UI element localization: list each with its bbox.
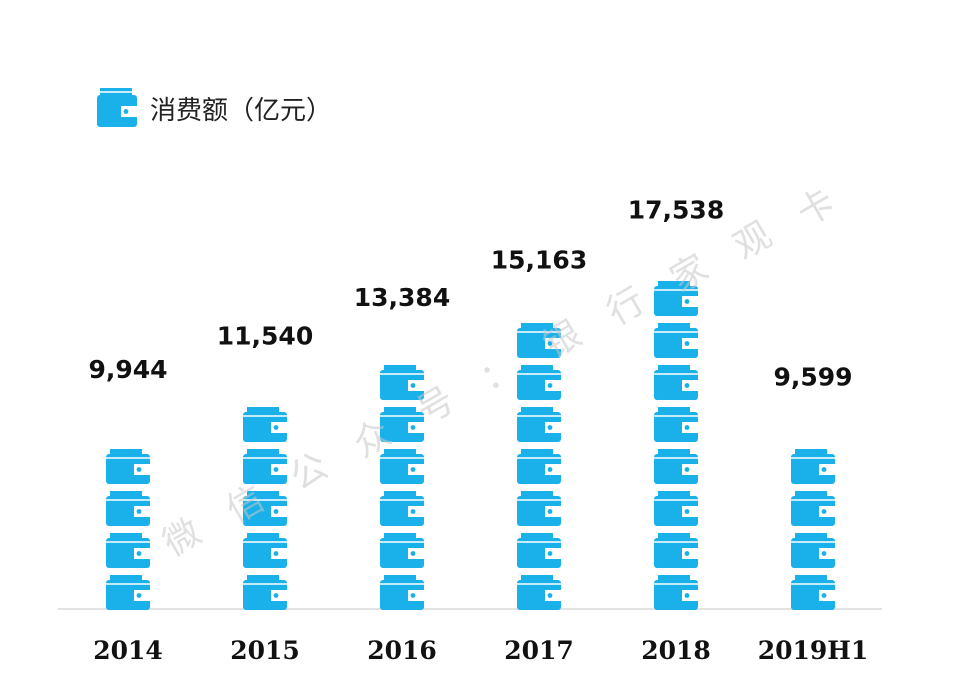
wallet-icon	[790, 574, 836, 611]
wallet-icon	[653, 574, 699, 611]
wallet-icon	[653, 406, 699, 443]
wallet-icon-partial	[790, 407, 836, 441]
wallet-icon-partial	[105, 406, 151, 441]
wallet-icon	[516, 532, 562, 569]
wallet-icon-partial	[242, 366, 288, 400]
wallet-icon-partial	[379, 327, 425, 358]
wallet-icon	[790, 532, 836, 569]
watermark-char: 公	[283, 445, 335, 499]
wallet-icon	[242, 532, 288, 569]
wallet-icon-partial	[516, 290, 562, 315]
wallet-icon	[105, 448, 151, 485]
wallet-icon	[516, 574, 562, 611]
watermark-char: 行	[600, 280, 652, 334]
wallet-icon	[653, 364, 699, 401]
category-label: 2017	[504, 636, 574, 665]
wallet-icon	[97, 88, 137, 127]
wallet-icon	[379, 532, 425, 569]
watermark-char: 银	[537, 313, 589, 367]
category-label: 2018	[641, 636, 711, 665]
value-label: 17,538	[628, 196, 724, 225]
category-label: 2019H1	[758, 636, 869, 665]
category-label: 2014	[93, 636, 163, 665]
wallet-icon	[105, 490, 151, 527]
title-group: 消费额（亿元）	[97, 88, 332, 127]
wallet-icon	[379, 490, 425, 527]
wallet-icon	[516, 448, 562, 485]
wallet-icon	[516, 406, 562, 443]
bar-2019H1	[790, 407, 836, 611]
category-label: 2016	[367, 636, 437, 665]
value-label: 13,384	[354, 283, 450, 312]
watermark-char: 卡	[790, 181, 842, 235]
wallet-icon	[516, 490, 562, 527]
wallet-icon	[105, 574, 151, 611]
value-labels: 9,944 11,540 13,384 15,163 17,538 9,599	[88, 196, 852, 392]
category-label: 2015	[230, 636, 300, 665]
chart-title: 消费额（亿元）	[150, 96, 332, 126]
bar-2016	[379, 327, 425, 611]
wallet-icon	[653, 448, 699, 485]
wallet-icon	[379, 574, 425, 611]
wallet-icon	[790, 490, 836, 527]
wallet-icon	[653, 322, 699, 359]
wallet-icon	[242, 406, 288, 443]
watermark-char: 微	[156, 511, 208, 565]
category-labels: 2014 2015 2016 2017 2018 2019H1	[93, 636, 868, 665]
wallet-icon	[653, 490, 699, 527]
wallet-icon	[105, 532, 151, 569]
watermark-char: 观	[727, 214, 779, 268]
value-label: 15,163	[491, 246, 587, 275]
wallet-icon	[653, 532, 699, 569]
bar-2014	[105, 406, 151, 611]
value-label: 9,599	[773, 362, 852, 391]
value-label: 11,540	[217, 322, 313, 351]
value-label: 9,944	[88, 355, 167, 384]
bar-series	[105, 240, 836, 611]
wallet-icon	[790, 448, 836, 485]
wallet-icon	[242, 574, 288, 611]
